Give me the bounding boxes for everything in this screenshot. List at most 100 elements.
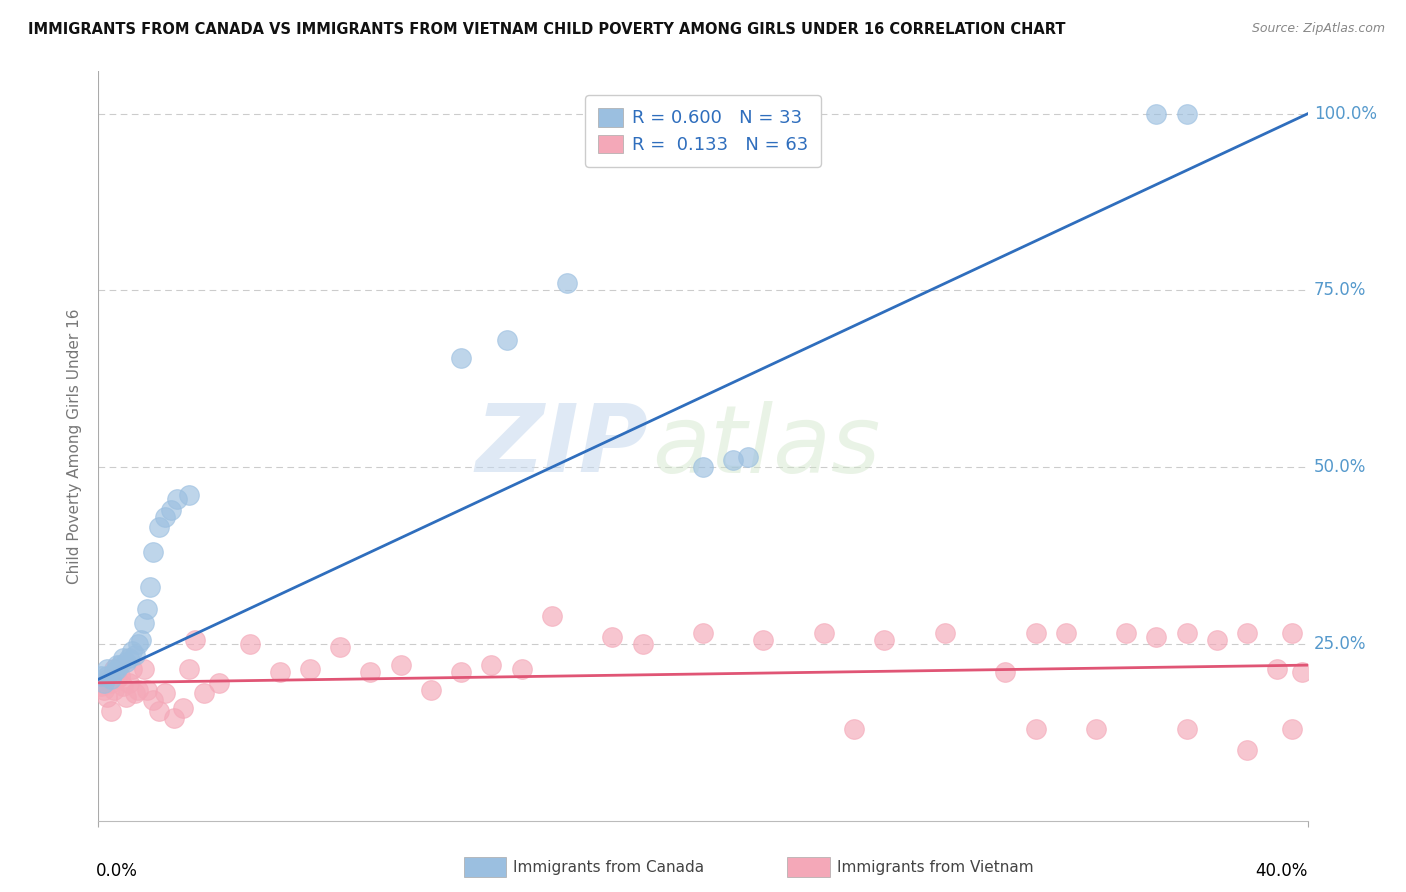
Point	[153, 509, 176, 524]
Point	[934, 626, 956, 640]
Point	[103, 682, 125, 697]
Point	[127, 637, 149, 651]
Point	[1085, 722, 1108, 736]
Point	[1024, 722, 1046, 736]
Point	[111, 651, 134, 665]
Point	[142, 693, 165, 707]
Point	[737, 450, 759, 464]
Point	[172, 700, 194, 714]
Point	[555, 277, 578, 291]
Point	[103, 662, 125, 676]
Point	[239, 637, 262, 651]
Point	[127, 682, 149, 697]
Point	[118, 651, 141, 665]
Text: IMMIGRANTS FROM CANADA VS IMMIGRANTS FROM VIETNAM CHILD POVERTY AMONG GIRLS UNDE: IMMIGRANTS FROM CANADA VS IMMIGRANTS FRO…	[28, 22, 1066, 37]
Point	[1281, 722, 1303, 736]
Point	[495, 333, 517, 347]
Point	[723, 453, 745, 467]
Point	[1267, 662, 1289, 676]
Point	[692, 626, 714, 640]
Point	[1175, 722, 1198, 736]
Point	[1175, 107, 1198, 121]
Point	[114, 655, 136, 669]
Point	[132, 662, 155, 676]
Point	[1236, 743, 1258, 757]
Point	[121, 644, 143, 658]
Point	[1236, 626, 1258, 640]
Point	[103, 665, 125, 680]
Point	[160, 502, 183, 516]
Point	[631, 637, 654, 651]
Point	[269, 665, 291, 680]
Legend: R = 0.600   N = 33, R =  0.133   N = 63: R = 0.600 N = 33, R = 0.133 N = 63	[585, 95, 821, 167]
Point	[90, 679, 112, 693]
Point	[124, 648, 146, 662]
Text: 100.0%: 100.0%	[1313, 104, 1376, 123]
Point	[105, 658, 128, 673]
Point	[100, 673, 122, 687]
Text: 25.0%: 25.0%	[1313, 635, 1367, 653]
Point	[329, 640, 352, 655]
Point	[1281, 626, 1303, 640]
Point	[450, 665, 472, 680]
Point	[111, 679, 134, 693]
Point	[96, 662, 118, 676]
Point	[299, 662, 322, 676]
Point	[132, 615, 155, 630]
Point	[108, 669, 131, 683]
Point	[602, 630, 624, 644]
Point	[1206, 633, 1229, 648]
Point	[844, 722, 866, 736]
Point	[540, 608, 562, 623]
Point	[692, 460, 714, 475]
Point	[994, 665, 1017, 680]
Text: Immigrants from Canada: Immigrants from Canada	[513, 860, 704, 874]
Point	[1144, 107, 1167, 121]
Point	[100, 675, 122, 690]
Point	[208, 675, 231, 690]
Point	[135, 682, 157, 697]
Point	[124, 686, 146, 700]
Y-axis label: Child Poverty Among Girls Under 16: Child Poverty Among Girls Under 16	[67, 309, 83, 583]
Point	[1291, 665, 1313, 680]
Point	[93, 682, 115, 697]
Point	[148, 520, 170, 534]
Text: Source: ZipAtlas.com: Source: ZipAtlas.com	[1251, 22, 1385, 36]
Point	[139, 580, 162, 594]
Point	[184, 633, 207, 648]
Point	[481, 658, 503, 673]
Text: 75.0%: 75.0%	[1313, 282, 1367, 300]
Point	[1175, 626, 1198, 640]
Point	[360, 665, 382, 680]
Point	[90, 669, 112, 683]
Point	[510, 662, 533, 676]
Point	[179, 488, 201, 502]
Point	[108, 658, 131, 673]
Point	[1144, 630, 1167, 644]
Point	[1115, 626, 1137, 640]
Point	[1054, 626, 1077, 640]
Point	[1024, 626, 1046, 640]
Point	[129, 633, 152, 648]
Point	[179, 662, 201, 676]
Point	[813, 626, 835, 640]
Point	[105, 662, 128, 676]
Point	[873, 633, 896, 648]
Point	[420, 682, 443, 697]
Point	[100, 704, 122, 718]
Point	[121, 662, 143, 676]
Point	[93, 675, 115, 690]
Point	[96, 690, 118, 704]
Point	[93, 675, 115, 690]
Point	[193, 686, 215, 700]
Point	[105, 673, 128, 687]
Point	[163, 711, 186, 725]
Point	[118, 675, 141, 690]
Point	[166, 491, 188, 506]
Text: 0.0%: 0.0%	[96, 862, 138, 880]
Text: atlas: atlas	[652, 401, 880, 491]
Point	[450, 351, 472, 365]
Point	[135, 601, 157, 615]
Text: Immigrants from Vietnam: Immigrants from Vietnam	[837, 860, 1033, 874]
Point	[96, 673, 118, 687]
